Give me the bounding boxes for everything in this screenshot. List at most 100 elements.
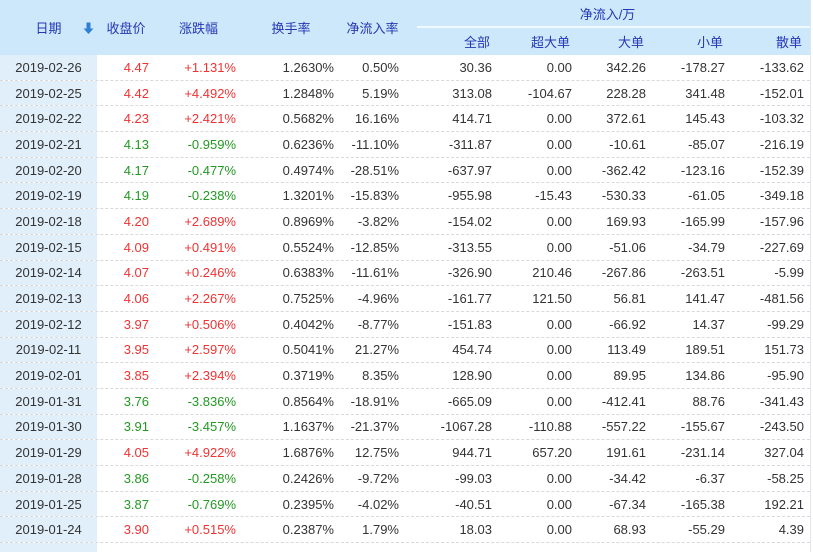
column-header-retail[interactable]: 散单 xyxy=(775,35,802,50)
cell-turnover: 0.5041% xyxy=(282,342,334,358)
column-header-close[interactable]: 收盘价 xyxy=(97,0,155,55)
table-row[interactable]: 2019-02-15 4.09 +0.491% 0.5524% -12.85% -313.… xyxy=(0,234,810,261)
cell-small: 189.51 xyxy=(685,342,725,358)
cell-date: 2019-02-21 xyxy=(0,132,97,157)
cell-change: +2.421% xyxy=(184,111,236,127)
cell-turnover: 0.4974% xyxy=(282,162,334,178)
cell-retail: -243.50 xyxy=(759,419,804,435)
table-row[interactable]: 2019-02-11 3.95 +2.597% 0.5041% 21.27% 454.74… xyxy=(0,337,810,364)
cell-large: -67.34 xyxy=(609,496,646,512)
cell-change: -3.457% xyxy=(187,419,236,435)
table-row[interactable]: 2019-02-12 3.97 +0.506% 0.4042% -8.77% -151.8… xyxy=(0,311,810,338)
table-row[interactable]: 2019-01-28 3.86 -0.258% 0.2426% -9.72% -99.03… xyxy=(0,466,810,492)
cell-total: -1067.28 xyxy=(440,419,492,435)
table-row[interactable]: 2019-01-24 3.90 +0.515% 0.2387% 1.79% 18.03 0.… xyxy=(0,517,810,544)
column-header-large[interactable]: 大单 xyxy=(617,35,644,50)
cell-close: 3.76 xyxy=(123,393,149,409)
cell-small: -61.05 xyxy=(688,188,725,204)
column-header-total[interactable]: 全部 xyxy=(463,35,490,50)
cell-inflow-rate: -4.96% xyxy=(357,291,399,307)
cell-super-large: 0.00 xyxy=(546,470,572,486)
cell-date: 2019-02-18 xyxy=(0,209,97,234)
cell-total: -637.97 xyxy=(447,162,492,178)
cell-inflow-rate: -15.83% xyxy=(350,188,399,204)
column-header-super-large[interactable]: 超大单 xyxy=(530,35,570,50)
column-header-change[interactable]: 涨跌幅 xyxy=(155,0,242,55)
column-header-date[interactable]: 日期 xyxy=(0,0,97,55)
cell-change: -0.477% xyxy=(187,162,236,178)
cell-super-large: 0.00 xyxy=(546,213,572,229)
table-row[interactable]: 2019-02-21 4.13 -0.959% 0.6236% -11.10% -311.… xyxy=(0,132,810,158)
table-row[interactable]: 2019-02-25 4.42 +4.492% 1.2848% 5.19% 313.08 -… xyxy=(0,80,810,107)
column-header-inflow-rate[interactable]: 净流入率 xyxy=(340,0,405,55)
cell-super-large: 657.20 xyxy=(532,445,572,461)
cell-retail: -58.25 xyxy=(767,470,804,486)
column-group-net-inflow: 净流入/万 全部 超大单 大单 小单 散单 xyxy=(405,0,810,55)
table-row[interactable]: 2019-02-01 3.85 +2.394% 0.3719% 8.35% 128.90 0… xyxy=(0,363,810,389)
cell-change: +4.922% xyxy=(184,445,236,461)
cell-inflow-rate: 1.79% xyxy=(362,522,399,538)
cell-change: -0.959% xyxy=(187,136,236,152)
cell-large: -34.42 xyxy=(609,470,646,486)
cell-small: 145.43 xyxy=(685,111,725,127)
cell-change: +1.131% xyxy=(184,59,236,75)
cell-close: 3.91 xyxy=(123,419,149,435)
table-row[interactable]: 2019-02-20 4.17 -0.477% 0.4974% -28.51% -637.… xyxy=(0,157,810,184)
cell-date: 2019-02-20 xyxy=(0,157,97,183)
table-row[interactable]: 2019-01-25 3.87 -0.769% 0.2395% -4.02% -40.51… xyxy=(0,491,810,518)
cell-inflow-rate: 5.19% xyxy=(362,85,399,101)
cell-super-large: 0.00 xyxy=(546,111,572,127)
table-row[interactable]: 2019-02-26 4.47 +1.131% 1.2630% 0.50% 30.36 0.… xyxy=(0,55,810,81)
cell-total: -154.02 xyxy=(447,213,492,229)
column-group-subheaders: 全部 超大单 大单 小单 散单 xyxy=(405,28,810,55)
cell-retail: -481.56 xyxy=(759,291,804,307)
cell-large: 191.61 xyxy=(606,445,646,461)
cell-turnover: 0.2426% xyxy=(282,470,334,486)
cell-retail: -216.19 xyxy=(759,136,804,152)
cell-change: -0.238% xyxy=(187,188,236,204)
cell-change: +0.515% xyxy=(184,522,236,538)
cell-inflow-rate: -4.02% xyxy=(357,496,399,512)
table-row[interactable]: 2019-01-30 3.91 -3.457% 1.1637% -21.37% -1067… xyxy=(0,414,810,441)
cell-small: -155.67 xyxy=(680,419,725,435)
cell-retail: 4.39 xyxy=(778,522,804,538)
cell-small: 141.47 xyxy=(685,291,725,307)
table-row[interactable]: 2019-01-31 3.76 -3.836% 0.8564% -18.91% -665.… xyxy=(0,388,810,415)
sort-descending-icon[interactable] xyxy=(83,22,94,34)
cell-retail: -5.99 xyxy=(774,265,804,281)
cell-small: 88.76 xyxy=(692,393,725,409)
cell-date: 2019-01-25 xyxy=(0,491,97,517)
cell-large: 56.81 xyxy=(613,291,646,307)
table-row[interactable]: 2019-02-14 4.07 +0.246% 0.6383% -11.61% -326.… xyxy=(0,260,810,287)
column-header-small[interactable]: 小单 xyxy=(696,35,723,50)
cell-retail: -157.96 xyxy=(759,213,804,229)
column-group-header-label: 净流入/万 xyxy=(579,7,636,22)
table-row[interactable]: 2019-01-29 4.05 +4.922% 1.6876% 12.75% 944.71… xyxy=(0,440,810,466)
table-row[interactable]: 2019-02-18 4.20 +2.689% 0.8969% -3.82% -154.0… xyxy=(0,209,810,235)
cell-inflow-rate: 16.16% xyxy=(354,111,399,127)
cell-large: 342.26 xyxy=(606,59,646,75)
cell-inflow-rate: -11.10% xyxy=(351,136,399,152)
cell-total: -313.55 xyxy=(447,239,492,255)
cell-super-large: 0.00 xyxy=(546,522,572,538)
cell-date: 2019-02-19 xyxy=(0,183,97,209)
cell-date: 2019-02-26 xyxy=(0,55,97,80)
cell-date: 2019-02-15 xyxy=(0,234,97,260)
cell-retail: -349.18 xyxy=(759,188,804,204)
cell-total: -311.87 xyxy=(448,136,492,152)
table-row[interactable]: 2019-02-22 4.23 +2.421% 0.5682% 16.16% 414.71… xyxy=(0,106,810,133)
cell-inflow-rate: -9.72% xyxy=(357,470,399,486)
cell-date: 2019-02-22 xyxy=(0,106,97,132)
cell-date: 2019-01-28 xyxy=(0,466,97,491)
column-header-close-label: 收盘价 xyxy=(106,21,146,36)
cell-super-large: 121.50 xyxy=(532,291,572,307)
table-row[interactable]: 2019-02-19 4.19 -0.238% 1.3201% -15.83% -955.… xyxy=(0,183,810,210)
cell-inflow-rate: 8.35% xyxy=(362,368,399,384)
cell-retail: -152.01 xyxy=(759,85,804,101)
column-header-turnover[interactable]: 换手率 xyxy=(242,0,340,55)
cell-close: 3.86 xyxy=(123,470,149,486)
cell-total: -99.03 xyxy=(455,470,492,486)
cell-turnover: 0.2395% xyxy=(282,496,334,512)
cell-super-large: 0.00 xyxy=(546,239,572,255)
table-row[interactable]: 2019-02-13 4.06 +2.267% 0.7525% -4.96% -161.7… xyxy=(0,286,810,312)
